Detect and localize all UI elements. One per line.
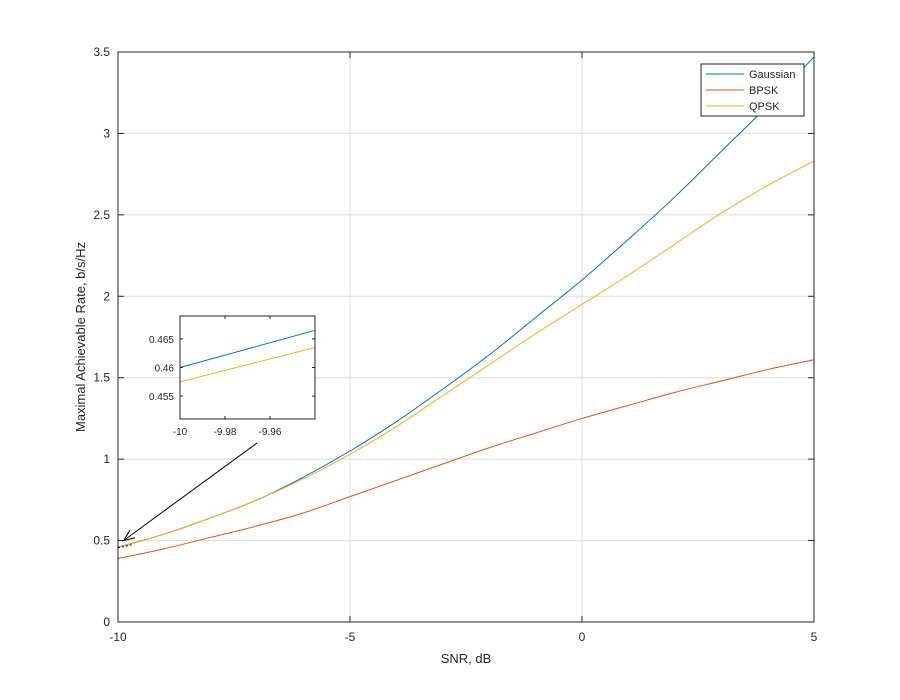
y-tick-label: 1.5: [93, 371, 110, 385]
main-series: [117, 56, 815, 559]
inset-series: [179, 329, 316, 383]
inset-axes: -10 -9.98 -9.96 0.455 0.46 0.465: [149, 315, 316, 438]
inset-series-line-gaussian: [179, 329, 316, 368]
inset-ticks: -10 -9.98 -9.96 0.455 0.46 0.465: [149, 316, 315, 438]
y-tick-label: 0: [103, 615, 110, 629]
legend-label-qpsk: QPSK: [749, 101, 780, 113]
y-tick-label: 0.5: [93, 534, 110, 548]
y-tick-label: 1: [103, 452, 110, 466]
series-line-bpsk: [117, 359, 815, 559]
annotation-arrow: [117, 442, 258, 549]
y-tick-label: 2: [103, 289, 110, 303]
y-tick-label: 2.5: [93, 208, 110, 222]
inset-series-line-qpsk: [179, 346, 316, 383]
y-tick-label: 3: [103, 126, 110, 140]
x-axis-label: SNR, dB: [441, 651, 492, 666]
inset-x-tick-label: -10: [173, 427, 188, 438]
inset-x-tick-label: -9.98: [214, 427, 237, 438]
arrow-head: [122, 530, 136, 542]
legend-label-bpsk: BPSK: [749, 85, 779, 97]
inset-y-tick-label: 0.455: [149, 392, 174, 403]
y-tick-label: 3.5: [93, 45, 110, 59]
x-tick-label: 0: [579, 630, 586, 644]
inset-y-tick-label: 0.465: [149, 335, 174, 346]
series-line-qpsk: [117, 160, 815, 548]
main-axes-box: [117, 51, 815, 623]
inset-x-tick-label: -9.96: [259, 427, 282, 438]
x-tick-label: -10: [109, 630, 127, 644]
y-axis-label: Maximal Achievable Rate, b/s/Hz: [73, 242, 88, 432]
legend: Gaussian BPSK QPSK: [700, 63, 805, 117]
legend-label-gaussian: Gaussian: [749, 69, 795, 81]
inset-plot-area: [180, 316, 315, 419]
x-tick-label: 5: [811, 630, 818, 644]
x-tick-label: -5: [345, 630, 356, 644]
inset-y-tick-label: 0.46: [155, 364, 175, 375]
main-ticks: -10 -5 0 5 0 0.5 1 1.5 2 2.5 3 3.5: [93, 45, 817, 644]
arrow-shaft: [123, 442, 258, 541]
